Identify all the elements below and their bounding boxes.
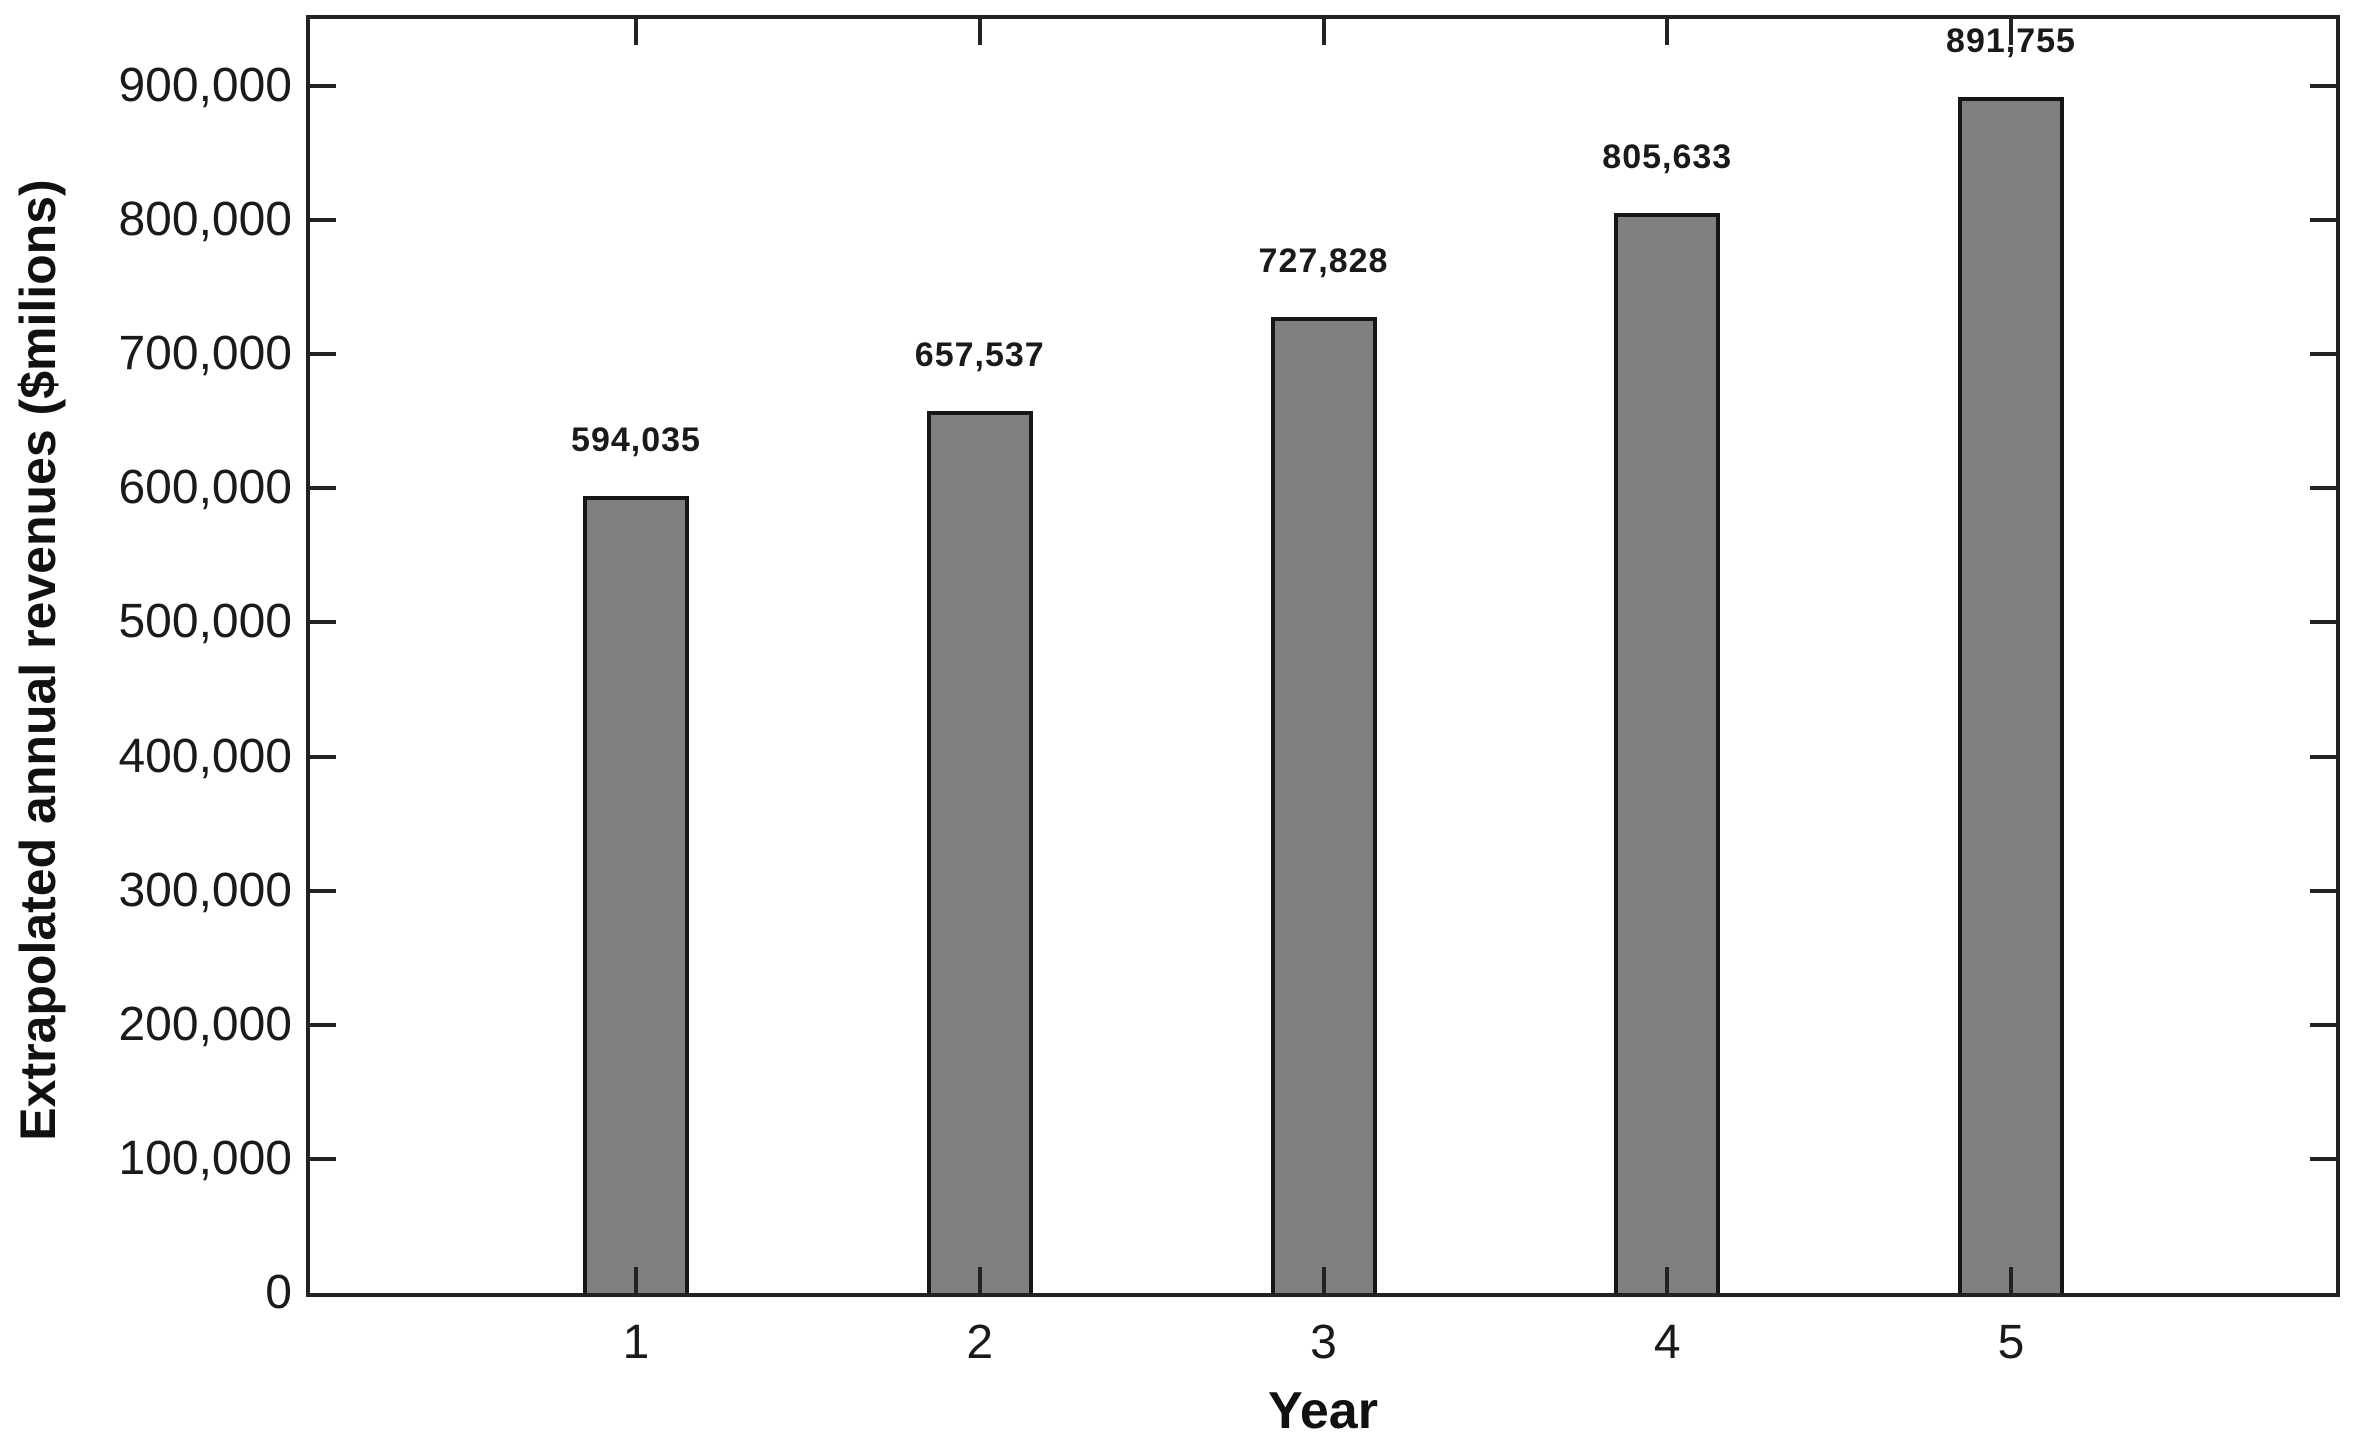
y-tick-mirror [2310, 1022, 2336, 1027]
x-tick-mirror [634, 19, 638, 45]
x-tick [1665, 1267, 1670, 1293]
y-axis-title: Extrapolated annual revenues ($milions) [10, 179, 66, 1141]
y-tick-mirror [2310, 620, 2336, 625]
x-tick-mirror [2009, 19, 2013, 45]
x-axis-title: Year [1268, 1382, 1378, 1440]
bar-value-label: 727,828 [1258, 241, 1389, 280]
y-tick-label: 0 [265, 1266, 292, 1319]
bar-value-label: 805,633 [1602, 137, 1733, 176]
x-tick-mirror [1665, 19, 1670, 45]
bar [926, 411, 1033, 1297]
x-tick-mirror [1321, 19, 1326, 45]
y-tick-mirror [2310, 486, 2336, 491]
y-tick [310, 1022, 336, 1027]
bar [1270, 316, 1377, 1297]
y-tick [310, 888, 336, 893]
y-tick-mirror [2310, 888, 2336, 893]
y-tick-label: 800,000 [118, 193, 292, 247]
x-tick-label: 2 [966, 1316, 994, 1369]
bar [1614, 212, 1721, 1297]
y-tick-label: 100,000 [118, 1131, 292, 1185]
y-tick-mirror [2310, 352, 2336, 357]
x-tick [977, 1267, 982, 1293]
bar-value-label: 657,537 [914, 336, 1045, 375]
y-tick [310, 84, 336, 89]
y-tick [310, 218, 336, 223]
y-tick [310, 754, 336, 759]
y-tick-label: 300,000 [118, 863, 292, 917]
y-tick-mirror [2310, 1156, 2336, 1161]
x-tick [2009, 1267, 2013, 1293]
x-tick-label: 4 [1653, 1316, 1681, 1369]
y-tick [310, 486, 336, 491]
y-tick-label: 600,000 [118, 461, 292, 515]
y-tick [310, 352, 336, 357]
y-tick-label: 700,000 [118, 327, 292, 381]
x-tick-mirror [977, 19, 982, 45]
y-tick [310, 1156, 336, 1161]
bar [1958, 97, 2064, 1297]
y-tick-label: 900,000 [118, 59, 292, 113]
y-tick-mirror [2310, 218, 2336, 223]
x-tick [1321, 1267, 1326, 1293]
y-tick-label: 500,000 [118, 595, 292, 649]
x-tick-label: 1 [622, 1316, 650, 1369]
y-tick [310, 620, 336, 625]
x-tick [634, 1267, 638, 1293]
y-tick-label: 400,000 [118, 729, 292, 783]
x-tick-label: 3 [1310, 1316, 1337, 1369]
bar-value-label: 594,035 [571, 421, 701, 460]
y-tick-mirror [2310, 754, 2336, 759]
bar-value-label: 891,755 [1946, 22, 2076, 61]
x-tick-label: 5 [1997, 1316, 2025, 1369]
y-tick-label: 200,000 [118, 997, 292, 1051]
y-tick-mirror [2310, 84, 2336, 89]
bar [583, 496, 689, 1297]
